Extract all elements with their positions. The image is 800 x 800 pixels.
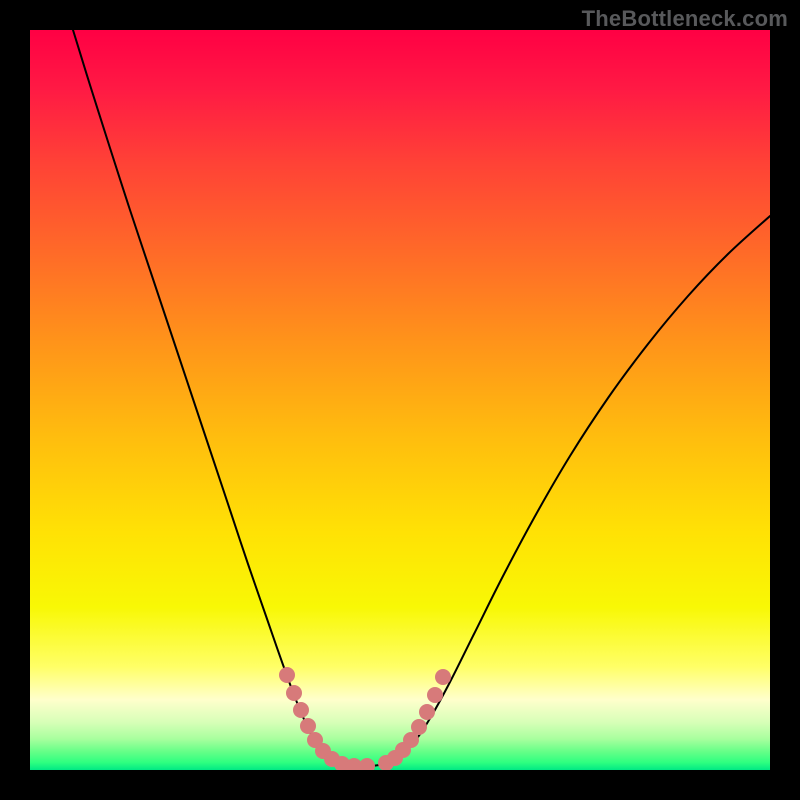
data-dot xyxy=(300,718,316,734)
data-dot xyxy=(427,687,443,703)
data-dot xyxy=(279,667,295,683)
data-dot xyxy=(435,669,451,685)
data-dot xyxy=(293,702,309,718)
plot-area xyxy=(30,30,770,770)
gradient-background xyxy=(30,30,770,770)
data-dot xyxy=(286,685,302,701)
watermark-text: TheBottleneck.com xyxy=(582,6,788,32)
data-dot xyxy=(419,704,435,720)
data-dot xyxy=(411,719,427,735)
chart-frame: TheBottleneck.com xyxy=(0,0,800,800)
plot-svg xyxy=(30,30,770,770)
